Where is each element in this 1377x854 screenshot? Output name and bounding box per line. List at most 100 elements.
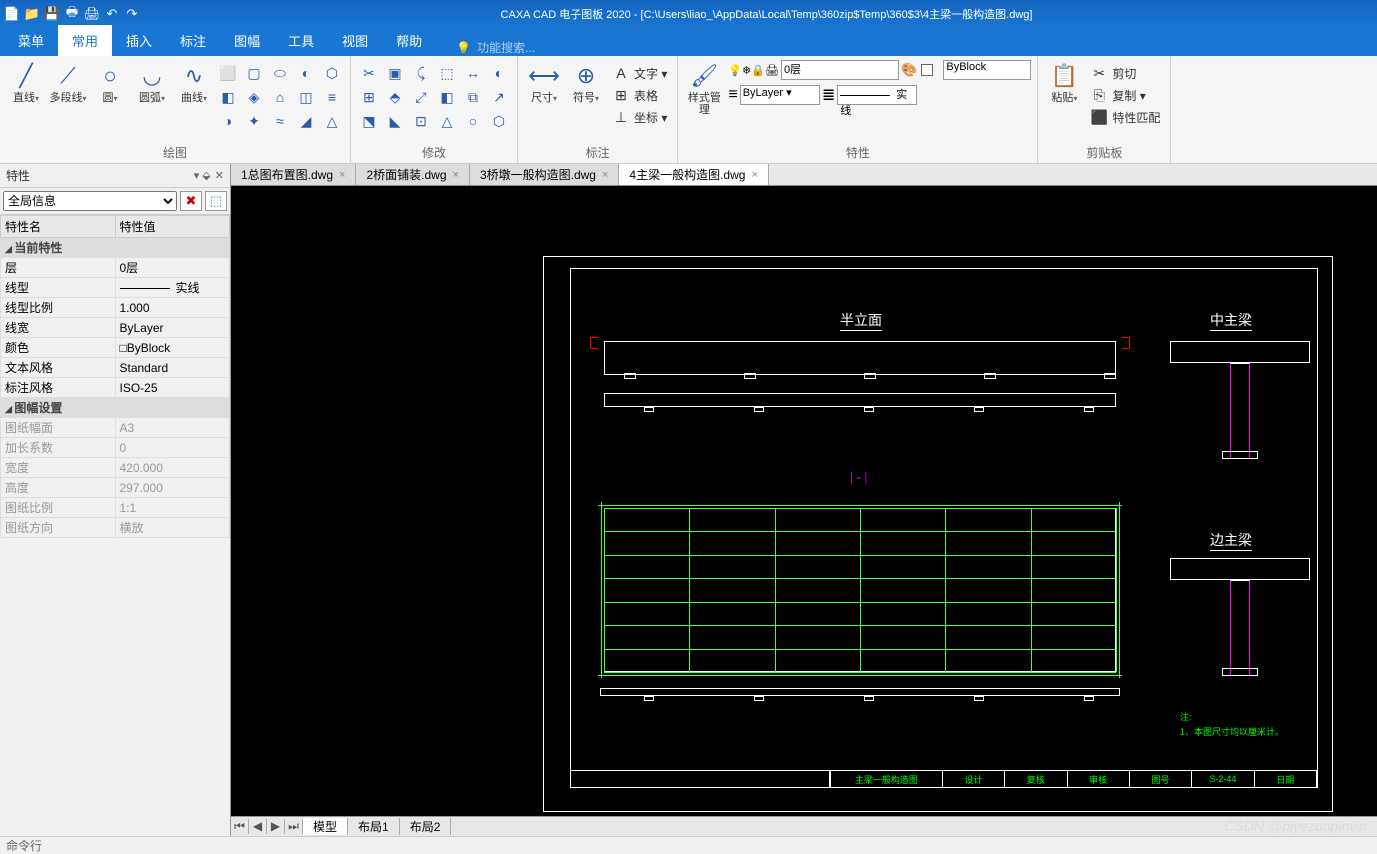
prop-row[interactable]: 线型比例1.000 — [1, 298, 230, 318]
prop-row[interactable]: 文本风格Standard — [1, 358, 230, 378]
modify-tool-icon[interactable]: △ — [435, 110, 459, 132]
annotate-row-button[interactable]: A文字 ▾ — [608, 62, 671, 84]
sheet-tab[interactable]: 模型 — [303, 818, 348, 835]
prop-row[interactable]: 图纸幅面A3 — [1, 418, 230, 438]
sheet-nav-icon[interactable]: ◀ — [249, 819, 267, 834]
sheet-tab[interactable]: 布局1 — [348, 818, 400, 835]
prop-row[interactable]: 高度297.000 — [1, 478, 230, 498]
modify-tool-icon[interactable]: ⬚ — [435, 62, 459, 84]
close-icon[interactable]: ✕ — [215, 169, 224, 182]
paste-button[interactable]: 📋粘贴 — [1044, 58, 1084, 105]
prop-row[interactable]: 标注风格ISO-25 — [1, 378, 230, 398]
modify-tool-icon[interactable]: ⊞ — [357, 86, 381, 108]
color-control[interactable]: ByBlock — [921, 59, 1031, 81]
prop-row[interactable]: 线型实线 — [1, 278, 230, 298]
qat-save-icon[interactable]: 💾 — [44, 6, 60, 22]
layer-palette-icon[interactable]: 🎨 — [901, 62, 917, 78]
menu-tab-4[interactable]: 图幅 — [220, 25, 274, 56]
prop-row[interactable]: 图纸比例1:1 — [1, 498, 230, 518]
qat-printpreview-icon[interactable]: 🖨 — [84, 6, 100, 22]
annotate-row-button[interactable]: ⊞表格 — [608, 84, 671, 106]
modify-tool-icon[interactable]: ↔ — [461, 62, 485, 84]
menu-tab-5[interactable]: 工具 — [274, 25, 328, 56]
annotate-row-button[interactable]: ⊥坐标 ▾ — [608, 106, 671, 128]
clipboard-row-button[interactable]: ✂剪切 — [1086, 62, 1164, 84]
prop-row[interactable]: 图纸方向横放 — [1, 518, 230, 538]
pin-icon[interactable]: ▾ ⬙ — [194, 169, 211, 182]
draw-多段线-button[interactable]: ⟋多段线 — [48, 58, 88, 105]
modify-tool-icon[interactable]: ↗ — [487, 86, 511, 108]
prop-row[interactable]: 加长系数0 — [1, 438, 230, 458]
modify-tool-icon[interactable]: ◣ — [383, 110, 407, 132]
sheet-nav-icon[interactable]: ▶ — [267, 819, 285, 834]
close-tab-icon[interactable]: × — [751, 169, 757, 181]
qat-print-icon[interactable]: 🖶 — [64, 6, 80, 22]
draw-圆-button[interactable]: ○圆 — [90, 58, 130, 105]
doc-tab[interactable]: 2桥面铺装.dwg× — [356, 164, 469, 185]
modify-tool-icon[interactable]: ▣ — [383, 62, 407, 84]
function-search[interactable]: 💡 功能搜索... — [456, 39, 535, 56]
sheet-nav-icon[interactable]: ⏭ — [285, 819, 303, 834]
modify-tool-icon[interactable]: ◧ — [435, 86, 459, 108]
sheet-nav-icon[interactable]: ⏮ — [231, 819, 249, 834]
modify-tool-icon[interactable]: ○ — [461, 110, 485, 132]
menu-tab-1[interactable]: 常用 — [58, 25, 112, 56]
close-tab-icon[interactable]: × — [602, 169, 608, 181]
modify-tool-icon[interactable]: ◐ — [487, 62, 511, 84]
draw-tool-icon[interactable]: △ — [320, 110, 344, 132]
annotate-符号-button[interactable]: ⊕符号 — [566, 58, 606, 105]
draw-曲线-button[interactable]: ∿曲线 — [174, 58, 214, 105]
prop-row[interactable]: 颜色□ByBlock — [1, 338, 230, 358]
draw-tool-icon[interactable]: ▢ — [242, 62, 266, 84]
draw-tool-icon[interactable]: ✦ — [242, 110, 266, 132]
bylayer-control[interactable]: ≡ ByLayer ▾ ≣ 实线 — [728, 84, 917, 106]
menu-tab-6[interactable]: 视图 — [328, 25, 382, 56]
draw-tool-icon[interactable]: ◑ — [216, 110, 240, 132]
modify-tool-icon[interactable]: ⊡ — [409, 110, 433, 132]
qat-new-icon[interactable]: 📄 — [4, 6, 20, 22]
draw-tool-icon[interactable]: ◐ — [294, 62, 318, 84]
modify-tool-icon[interactable]: ⧉ — [461, 86, 485, 108]
doc-tab[interactable]: 1总图布置图.dwg× — [231, 164, 356, 185]
layer-control[interactable]: 💡❄🔒🖨 0层 🎨 — [728, 59, 917, 81]
prop-row[interactable]: 层0层 — [1, 258, 230, 278]
draw-tool-icon[interactable]: ≡ — [320, 86, 344, 108]
filter-icon[interactable]: ✖ — [180, 191, 202, 211]
modify-tool-icon[interactable]: ⤢ — [409, 86, 433, 108]
select-icon[interactable]: ⬚ — [205, 191, 227, 211]
menu-tab-7[interactable]: 帮助 — [382, 25, 436, 56]
doc-tab[interactable]: 3桥墩一般构造图.dwg× — [470, 164, 619, 185]
draw-tool-icon[interactable]: ◢ — [294, 110, 318, 132]
annotate-尺寸-button[interactable]: ⟷尺寸 — [524, 58, 564, 105]
prop-row[interactable]: 线宽ByLayer — [1, 318, 230, 338]
draw-tool-icon[interactable]: ⌂ — [268, 86, 292, 108]
modify-tool-icon[interactable]: ✂ — [357, 62, 381, 84]
draw-tool-icon[interactable]: ◧ — [216, 86, 240, 108]
clipboard-row-button[interactable]: ⬛特性匹配 — [1086, 106, 1164, 128]
close-tab-icon[interactable]: × — [339, 169, 345, 181]
drawing-canvas[interactable]: 半立面中主梁边主梁| - |注:1、本图尺寸均以厘米计。主梁一般构造图设计复核审… — [231, 186, 1377, 816]
draw-tool-icon[interactable]: ◫ — [294, 86, 318, 108]
close-tab-icon[interactable]: × — [453, 169, 459, 181]
menu-tab-3[interactable]: 标注 — [166, 25, 220, 56]
qat-undo-icon[interactable]: ↶ — [104, 6, 120, 22]
prop-row[interactable]: 宽度420.000 — [1, 458, 230, 478]
clipboard-row-button[interactable]: ⎘复制 ▾ — [1086, 84, 1164, 106]
modify-tool-icon[interactable]: ⬡ — [487, 110, 511, 132]
doc-tab[interactable]: 4主梁一般构造图.dwg× — [619, 164, 768, 185]
menu-tab-0[interactable]: 菜单 — [4, 25, 58, 56]
properties-selector[interactable]: 全局信息 — [3, 191, 177, 211]
draw-tool-icon[interactable]: ◈ — [242, 86, 266, 108]
modify-tool-icon[interactable]: ⤹ — [409, 62, 433, 84]
menu-tab-2[interactable]: 插入 — [112, 25, 166, 56]
modify-tool-icon[interactable]: ⬘ — [383, 86, 407, 108]
modify-tool-icon[interactable]: ⬔ — [357, 110, 381, 132]
draw-tool-icon[interactable]: ⬭ — [268, 62, 292, 84]
draw-直线-button[interactable]: ╱直线 — [6, 58, 46, 105]
draw-圆弧-button[interactable]: ◡圆弧 — [132, 58, 172, 105]
style-manager-button[interactable]: 🖌 样式管理 — [684, 58, 724, 116]
qat-redo-icon[interactable]: ↷ — [124, 6, 140, 22]
sheet-tab[interactable]: 布局2 — [400, 818, 452, 835]
draw-tool-icon[interactable]: ≈ — [268, 110, 292, 132]
draw-tool-icon[interactable]: ⬡ — [320, 62, 344, 84]
